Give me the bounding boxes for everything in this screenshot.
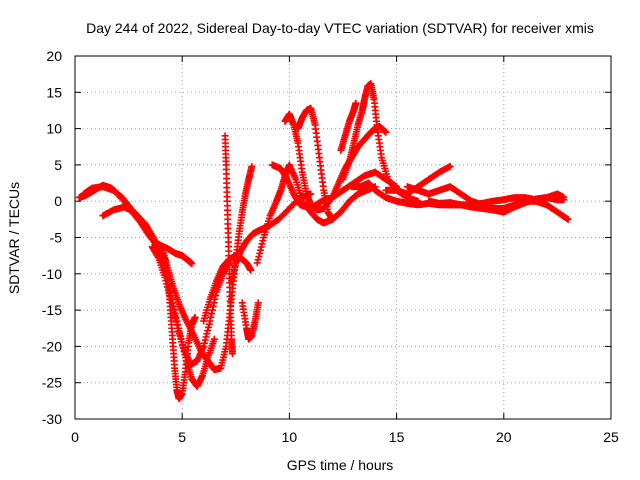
y-axis-label: SDTVAR / TECUs (6, 182, 22, 294)
y-tick-label: -20 (42, 338, 62, 354)
data-point (254, 256, 262, 264)
y-tick-label: -15 (42, 302, 62, 318)
data-point (172, 318, 180, 326)
data-point (166, 292, 174, 300)
y-tick-label: 0 (54, 193, 62, 209)
y-tick-label: 10 (46, 121, 62, 137)
data-point (206, 317, 214, 325)
data-point (173, 321, 181, 329)
data-point (163, 283, 171, 291)
data-point (563, 214, 571, 222)
data-point (204, 327, 212, 335)
x-tick-label: 0 (71, 429, 79, 445)
series-arc16 (337, 99, 360, 154)
chart-title: Day 244 of 2022, Sidereal Day-to-day VTE… (86, 20, 594, 36)
data-point (191, 313, 199, 321)
data-point (248, 162, 256, 170)
data-point (229, 350, 237, 358)
series-arc10 (253, 161, 379, 267)
data-point (171, 312, 179, 320)
grid-lines (75, 56, 611, 419)
data-point (259, 237, 267, 245)
data-point (446, 162, 454, 170)
data-point (162, 277, 170, 285)
data-point (202, 333, 210, 341)
y-tick-label: -25 (42, 375, 62, 391)
series-arc13 (268, 161, 401, 212)
data-point (168, 302, 176, 310)
series-arc9 (238, 299, 262, 343)
x-tick-label: 5 (178, 429, 186, 445)
data-point (164, 286, 172, 294)
data-point (165, 289, 173, 297)
x-tick-label: 15 (389, 429, 405, 445)
data-point (169, 305, 177, 313)
data-point (210, 335, 218, 343)
data-point (154, 252, 162, 260)
data-marks (75, 80, 572, 403)
x-tick-label: 10 (282, 429, 298, 445)
x-tick-label: 25 (603, 429, 619, 445)
y-tick-label: -5 (50, 230, 63, 246)
data-point (382, 128, 390, 136)
data-point (200, 339, 208, 347)
data-point (172, 315, 179, 323)
data-point (167, 296, 175, 304)
series-arc20 (425, 190, 568, 209)
data-point (203, 330, 211, 338)
data-point (352, 99, 360, 107)
y-tick-label: 20 (46, 48, 62, 64)
x-tick-label: 20 (496, 429, 512, 445)
y-tick-label: -30 (42, 411, 62, 427)
series-arc2 (80, 183, 196, 268)
y-tick-label: -10 (42, 266, 62, 282)
data-point (209, 302, 217, 310)
data-point (201, 336, 209, 344)
series-arc3 (99, 203, 218, 390)
data-point (205, 320, 213, 328)
series-arc6 (221, 132, 237, 358)
data-point (564, 215, 572, 223)
data-point (204, 323, 212, 331)
series-arc5 (159, 162, 256, 374)
data-point (255, 253, 263, 261)
data-point (256, 246, 264, 254)
data-point (170, 308, 178, 316)
y-tick-label: 15 (46, 84, 62, 100)
data-point (188, 260, 196, 268)
data-point (253, 259, 261, 267)
data-point (212, 292, 220, 300)
series-arc7 (200, 252, 255, 325)
data-point (247, 266, 255, 274)
x-axis-label: GPS time / hours (287, 457, 394, 473)
data-point (254, 299, 262, 307)
data-point (328, 215, 336, 223)
y-tick-label: 5 (54, 157, 62, 173)
data-point (210, 299, 218, 307)
series-arc11 (281, 110, 336, 214)
data-point (256, 249, 264, 257)
data-point (560, 194, 568, 202)
data-point (207, 313, 215, 321)
series-arc12 (294, 104, 336, 223)
data-point (208, 310, 216, 318)
axis-ticks: 0 5 10 15 20 25 -30 -25 -20 -15 -10 -5 0 5 10 15 20 (42, 48, 619, 445)
data-point (258, 240, 266, 248)
data-point (257, 243, 265, 251)
data-point (167, 299, 175, 307)
